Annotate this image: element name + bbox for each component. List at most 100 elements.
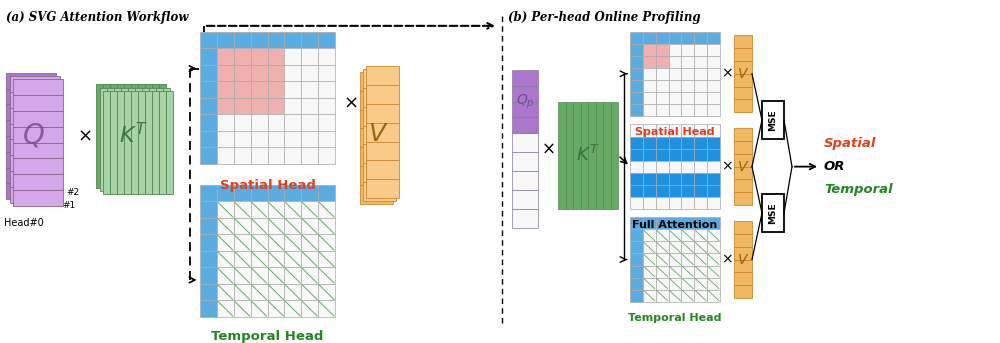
Bar [707, 197, 720, 209]
Bar [681, 217, 694, 229]
Bar [656, 68, 669, 80]
Bar [656, 277, 669, 289]
Bar [707, 253, 720, 265]
Bar [200, 98, 217, 114]
Bar [96, 84, 103, 188]
Bar [707, 137, 720, 149]
Bar [301, 284, 318, 300]
Bar [643, 125, 656, 137]
Bar [707, 56, 720, 68]
Bar [10, 76, 60, 92]
Bar [694, 185, 707, 197]
Bar [200, 284, 217, 300]
Bar [630, 137, 643, 149]
Bar [10, 92, 60, 108]
Bar [630, 161, 643, 173]
Bar [630, 173, 643, 185]
Bar [643, 149, 656, 161]
Bar [360, 166, 393, 185]
Bar [145, 91, 152, 194]
Bar [512, 171, 538, 190]
Bar [234, 147, 251, 164]
Bar [13, 158, 63, 174]
Bar [669, 44, 681, 56]
Bar [217, 48, 234, 64]
Bar [301, 81, 318, 98]
Bar [669, 289, 681, 301]
Bar [681, 80, 694, 92]
Bar [669, 241, 681, 253]
Bar [234, 284, 251, 300]
Bar [512, 133, 538, 152]
Bar [318, 185, 335, 201]
Bar [669, 149, 681, 161]
Bar [284, 32, 301, 48]
Bar [200, 218, 217, 234]
Bar [694, 149, 707, 161]
Text: Temporal Head: Temporal Head [211, 330, 324, 343]
Bar [268, 114, 284, 131]
Bar [251, 201, 268, 218]
Bar [512, 117, 538, 133]
Bar [707, 149, 720, 161]
Bar [734, 234, 752, 247]
Bar [734, 285, 752, 298]
Bar [13, 190, 63, 206]
Text: $\times$: $\times$ [721, 159, 733, 174]
Bar [217, 300, 234, 317]
Bar [656, 229, 669, 241]
Bar [643, 137, 656, 149]
Text: $\times$: $\times$ [721, 67, 733, 81]
Bar [681, 241, 694, 253]
Bar [363, 69, 396, 88]
Bar [284, 98, 301, 114]
Bar [630, 104, 643, 116]
Bar [117, 91, 124, 194]
Bar [681, 92, 694, 104]
Bar [656, 241, 669, 253]
Bar [669, 137, 681, 149]
Bar [268, 81, 284, 98]
Bar [681, 197, 694, 209]
Bar [200, 300, 217, 317]
Bar [596, 102, 603, 209]
Bar [200, 185, 217, 201]
Bar [656, 161, 669, 173]
Bar [707, 32, 720, 44]
Bar [217, 201, 234, 218]
Bar [145, 84, 152, 188]
Bar [630, 80, 643, 92]
Bar [694, 125, 707, 137]
Bar [268, 300, 284, 317]
Bar [135, 87, 142, 191]
Text: $\times$: $\times$ [721, 252, 733, 267]
Bar [643, 265, 656, 277]
Text: Temporal: Temporal [824, 183, 893, 196]
Bar [234, 300, 251, 317]
Text: $V$: $V$ [737, 67, 749, 81]
Bar [251, 300, 268, 317]
Bar [13, 111, 63, 127]
Bar [681, 104, 694, 116]
Bar [234, 201, 251, 218]
Bar [643, 173, 656, 185]
Bar [643, 68, 656, 80]
Bar [234, 131, 251, 147]
Bar [318, 201, 335, 218]
Bar [318, 48, 335, 64]
Bar [630, 32, 643, 44]
Bar [363, 182, 396, 201]
Text: $\times$: $\times$ [343, 93, 357, 111]
Bar [301, 98, 318, 114]
Bar [734, 74, 752, 86]
Bar [681, 56, 694, 68]
Bar [268, 251, 284, 268]
Bar [630, 277, 643, 289]
Bar [363, 107, 396, 126]
Bar [681, 265, 694, 277]
Bar [734, 179, 752, 192]
Bar [707, 80, 720, 92]
Bar [124, 91, 131, 194]
Bar [643, 229, 656, 241]
Bar [6, 184, 56, 199]
